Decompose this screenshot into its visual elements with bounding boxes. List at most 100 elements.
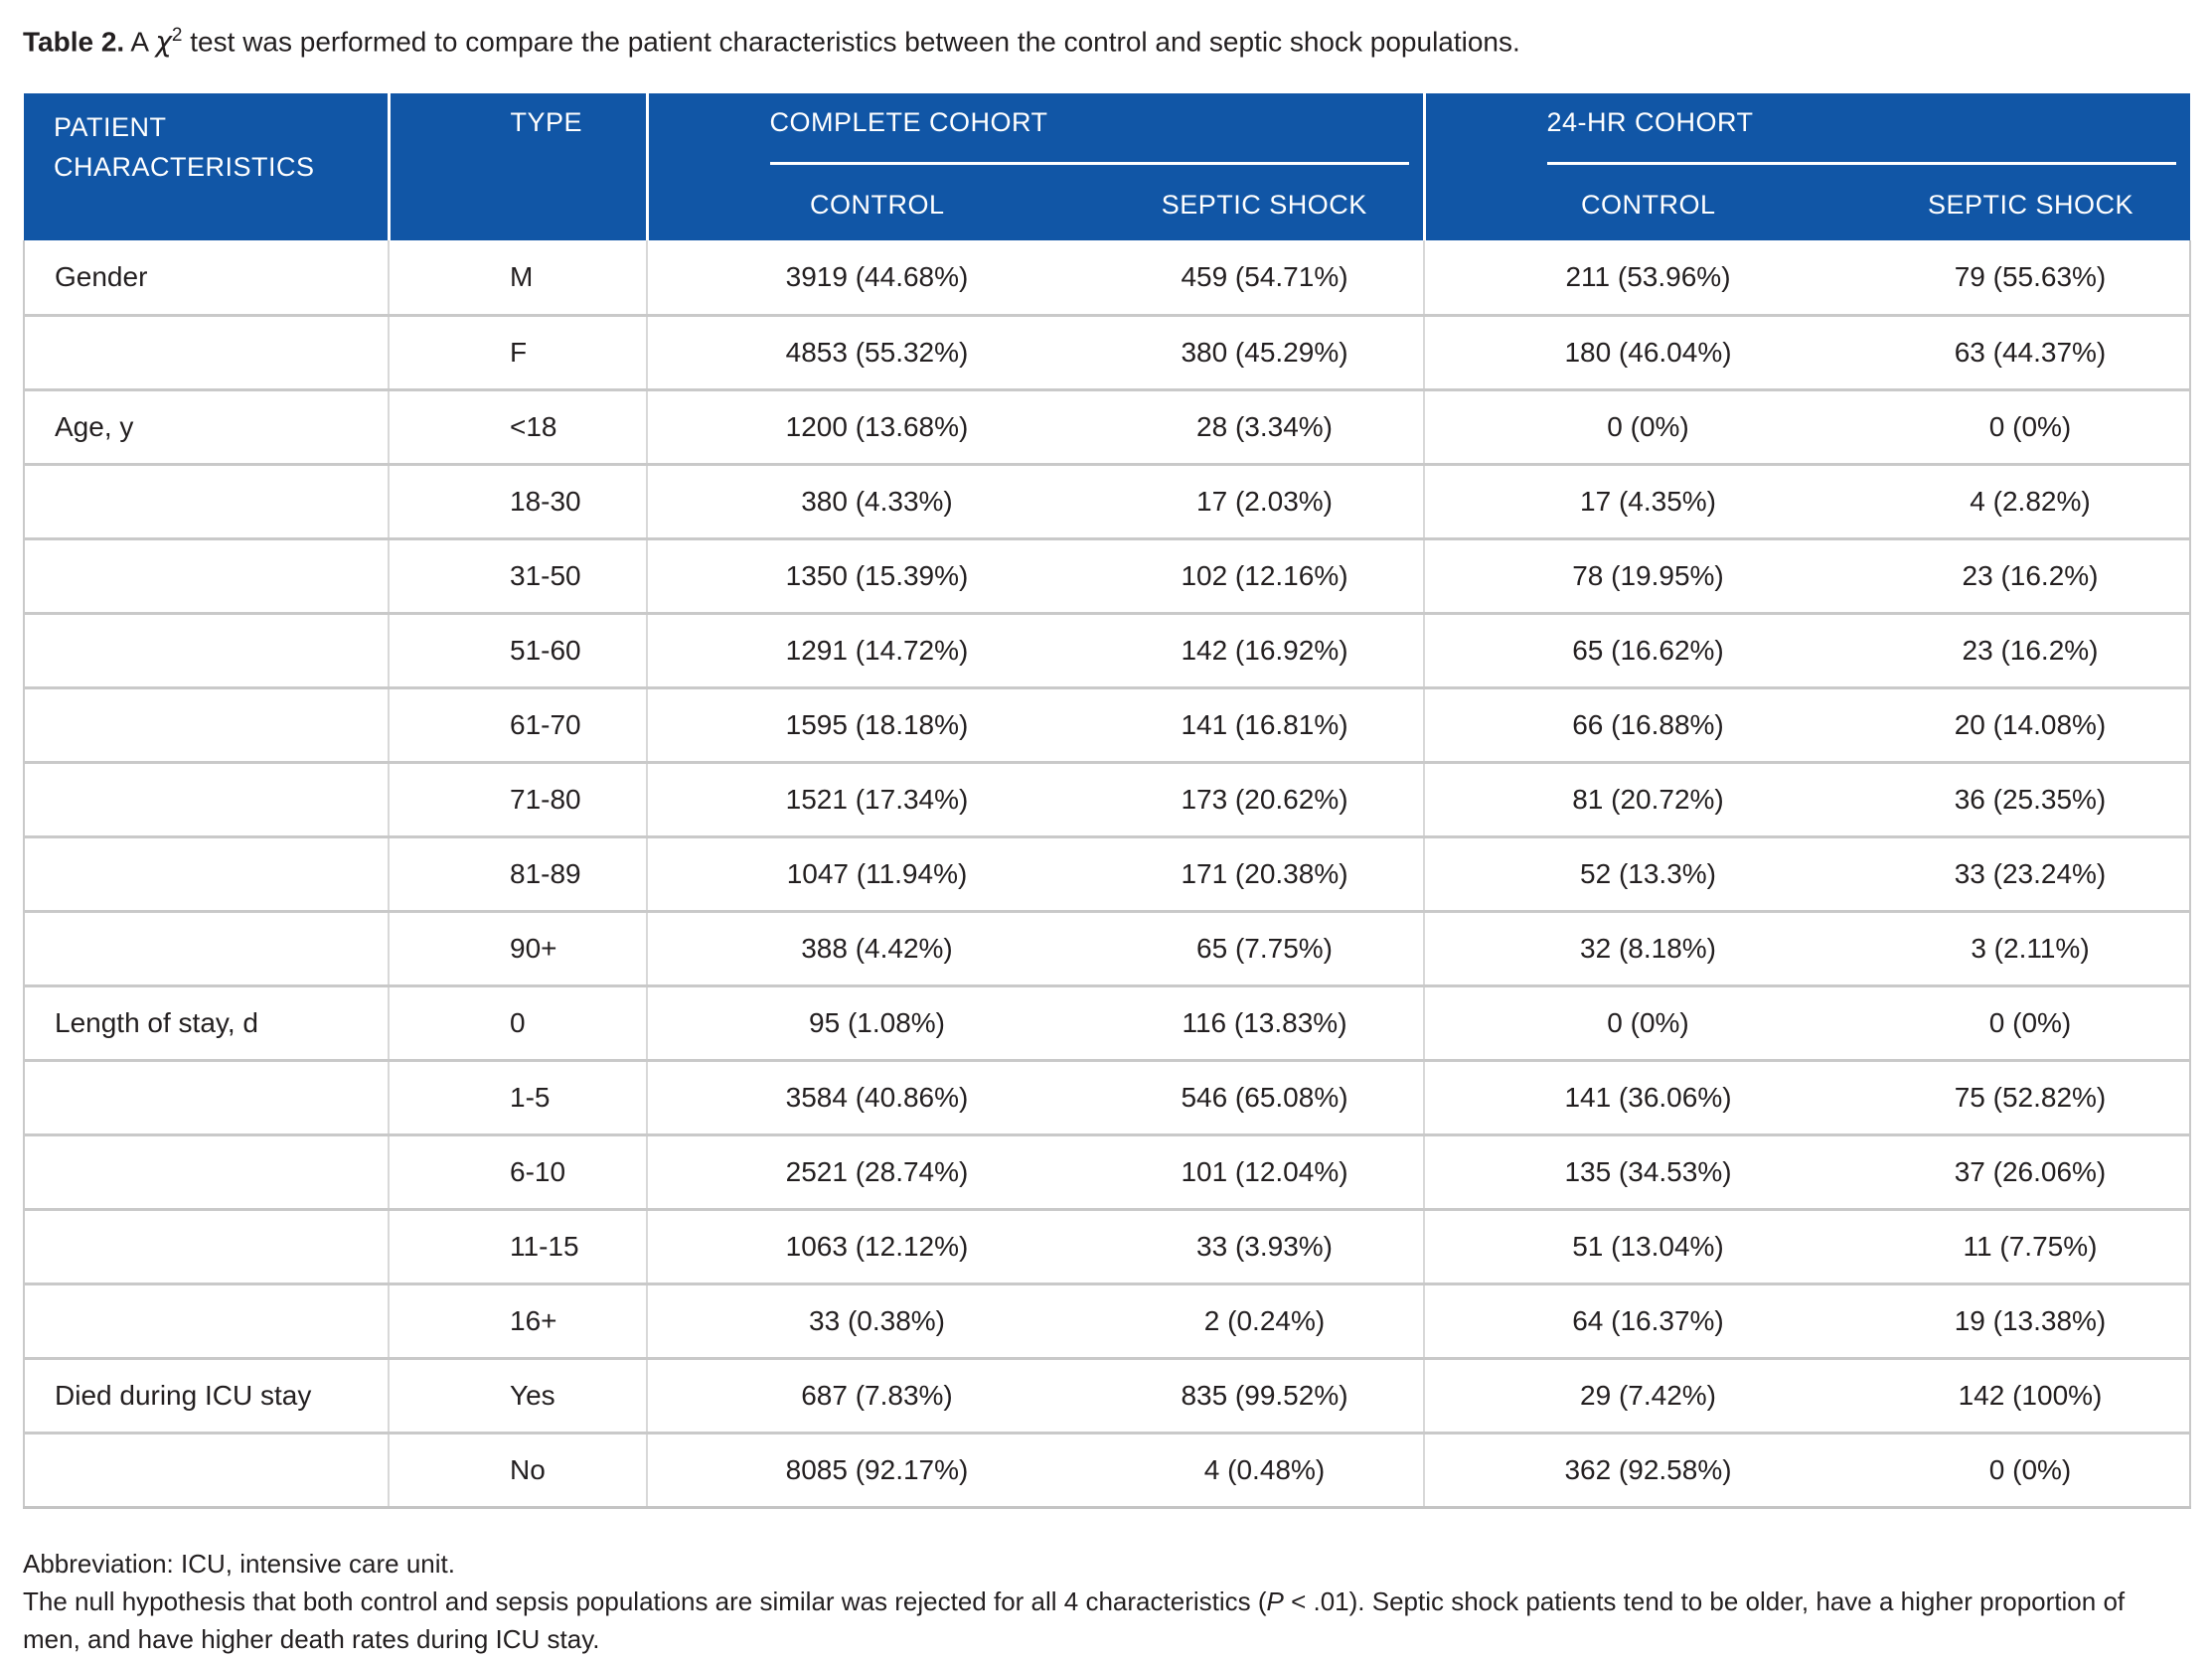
cell-24hr-control: 0 (0%)	[1424, 387, 1871, 465]
cell-24hr-septic: 0 (0%)	[1871, 983, 2191, 1061]
cell-24hr-control: 78 (19.95%)	[1424, 536, 1871, 614]
table-body: Gender M 3919 (44.68%) 459 (54.71%) 211 …	[23, 240, 2191, 1509]
cell-complete-control: 2521 (28.74%)	[647, 1132, 1106, 1210]
cell-24hr-septic: 79 (55.63%)	[1871, 240, 2191, 316]
cell-characteristic	[23, 834, 390, 912]
note-text-post: < .01). Septic shock patients tend to be…	[23, 1585, 2126, 1654]
cell-type: No	[389, 1431, 648, 1509]
table-row: 71-80 1521 (17.34%) 173 (20.62%) 81 (20.…	[23, 760, 2191, 837]
cell-characteristic	[23, 611, 390, 688]
cell-type: 31-50	[389, 536, 648, 614]
cell-24hr-septic: 3 (2.11%)	[1871, 909, 2191, 986]
cell-characteristic	[23, 1282, 390, 1359]
cell-characteristic	[23, 1058, 390, 1135]
cell-24hr-control: 32 (8.18%)	[1424, 909, 1871, 986]
cell-24hr-control: 180 (46.04%)	[1424, 313, 1871, 390]
table-header: PATIENT CHARACTERISTICS TYPE COMPLETE CO…	[24, 93, 2190, 241]
header-group-24hr-cohort: 24-HR COHORT	[1424, 93, 2190, 166]
cell-24hr-septic: 0 (0%)	[1871, 387, 2191, 465]
cell-24hr-control: 135 (34.53%)	[1424, 1132, 1871, 1210]
table-row: 11-15 1063 (12.12%) 33 (3.93%) 51 (13.04…	[23, 1207, 2191, 1284]
cell-complete-septic: 171 (20.38%)	[1106, 834, 1425, 912]
cell-characteristic	[23, 1132, 390, 1210]
cell-complete-control: 687 (7.83%)	[647, 1356, 1106, 1434]
cell-24hr-septic: 20 (14.08%)	[1871, 685, 2191, 763]
cell-complete-control: 1350 (15.39%)	[647, 536, 1106, 614]
cell-complete-septic: 17 (2.03%)	[1106, 462, 1425, 539]
cell-24hr-septic: 23 (16.2%)	[1871, 536, 2191, 614]
cell-24hr-septic: 37 (26.06%)	[1871, 1132, 2191, 1210]
header-group-24hr-cohort-label: 24-HR COHORT	[1546, 107, 1754, 138]
cell-complete-septic: 101 (12.04%)	[1106, 1132, 1425, 1210]
cell-complete-control: 1047 (11.94%)	[647, 834, 1106, 912]
cell-complete-control: 1291 (14.72%)	[647, 611, 1106, 688]
cell-characteristic	[23, 313, 390, 390]
patient-characteristics-table: PATIENT CHARACTERISTICS TYPE COMPLETE CO…	[23, 93, 2191, 1509]
cell-complete-control: 3584 (40.86%)	[647, 1058, 1106, 1135]
abbreviation-note: Abbreviation: ICU, intensive care unit.	[23, 1548, 455, 1579]
table-row: 81-89 1047 (11.94%) 171 (20.38%) 52 (13.…	[23, 834, 2191, 912]
table-row: Gender M 3919 (44.68%) 459 (54.71%) 211 …	[23, 240, 2191, 316]
cell-type: Yes	[389, 1356, 648, 1434]
cell-complete-control: 388 (4.42%)	[647, 909, 1106, 986]
table-row: F 4853 (55.32%) 380 (45.29%) 180 (46.04%…	[23, 313, 2191, 390]
header-group-complete-cohort: COMPLETE COHORT	[647, 93, 1426, 166]
cell-complete-control: 3919 (44.68%)	[647, 240, 1106, 316]
cell-24hr-control: 362 (92.58%)	[1424, 1431, 1871, 1509]
header-patient-characteristics-line1: PATIENT	[54, 112, 167, 143]
table-row: 18-30 380 (4.33%) 17 (2.03%) 17 (4.35%) …	[23, 462, 2191, 539]
cell-complete-control: 1595 (18.18%)	[647, 685, 1106, 763]
cell-24hr-septic: 142 (100%)	[1871, 1356, 2191, 1434]
cell-24hr-septic: 36 (25.35%)	[1871, 760, 2191, 837]
chi-superscript: 2	[171, 25, 183, 46]
cell-24hr-control: 29 (7.42%)	[1424, 1356, 1871, 1434]
cell-complete-septic: 380 (45.29%)	[1106, 313, 1425, 390]
cell-24hr-septic: 63 (44.37%)	[1871, 313, 2191, 390]
table-row: 16+ 33 (0.38%) 2 (0.24%) 64 (16.37%) 19 …	[23, 1282, 2191, 1359]
table-caption: Table 2. A χ2 test was performed to comp…	[23, 18, 2189, 60]
cell-complete-control: 95 (1.08%)	[647, 983, 1106, 1061]
cell-complete-septic: 141 (16.81%)	[1106, 685, 1425, 763]
p-value-symbol: P	[1266, 1585, 1284, 1616]
cell-characteristic	[23, 536, 390, 614]
cell-characteristic: Age, y	[23, 387, 390, 465]
cell-complete-septic: 835 (99.52%)	[1106, 1356, 1425, 1434]
note-text-pre: The null hypothesis that both control an…	[23, 1585, 1267, 1616]
cell-characteristic: Died during ICU stay	[23, 1356, 390, 1434]
cell-complete-septic: 173 (20.62%)	[1106, 760, 1425, 837]
header-patient-characteristics: PATIENT CHARACTERISTICS	[24, 93, 391, 241]
cell-complete-septic: 2 (0.24%)	[1106, 1282, 1425, 1359]
cell-complete-septic: 65 (7.75%)	[1106, 909, 1425, 986]
null-hypothesis-note: The null hypothesis that both control an…	[23, 1583, 2189, 1658]
24hr-cohort-spanner-rule	[1546, 162, 2176, 166]
cell-24hr-control: 65 (16.62%)	[1424, 611, 1871, 688]
cell-24hr-control: 66 (16.88%)	[1424, 685, 1871, 763]
cell-complete-control: 4853 (55.32%)	[647, 313, 1106, 390]
cell-characteristic	[23, 760, 390, 837]
table-row: 90+ 388 (4.42%) 65 (7.75%) 32 (8.18%) 3 …	[23, 909, 2191, 986]
cell-characteristic	[23, 1207, 390, 1284]
table-row: 51-60 1291 (14.72%) 142 (16.92%) 65 (16.…	[23, 611, 2191, 688]
cell-24hr-control: 52 (13.3%)	[1424, 834, 1871, 912]
table-row: 61-70 1595 (18.18%) 141 (16.81%) 66 (16.…	[23, 685, 2191, 763]
cell-type: 61-70	[389, 685, 648, 763]
cell-type: 81-89	[389, 834, 648, 912]
cell-24hr-control: 51 (13.04%)	[1424, 1207, 1871, 1284]
cell-24hr-septic: 11 (7.75%)	[1871, 1207, 2191, 1284]
table-row: Died during ICU stay Yes 687 (7.83%) 835…	[23, 1356, 2191, 1434]
cell-type: 90+	[389, 909, 648, 986]
cell-characteristic	[23, 1431, 390, 1509]
header-complete-septic-shock: SEPTIC SHOCK	[1106, 165, 1426, 241]
table-caption-label: Table 2.	[23, 26, 125, 58]
cell-24hr-septic: 23 (16.2%)	[1871, 611, 2191, 688]
cell-complete-control: 1063 (12.12%)	[647, 1207, 1106, 1284]
table-caption-text: test was performed to compare the patien…	[182, 26, 1520, 58]
table-row: Length of stay, d 0 95 (1.08%) 116 (13.8…	[23, 983, 2191, 1061]
cell-24hr-control: 64 (16.37%)	[1424, 1282, 1871, 1359]
cell-type: 6-10	[389, 1132, 648, 1210]
header-row-subcolumns: CONTROL SEPTIC SHOCK CONTROL SEPTIC SHOC…	[24, 165, 2190, 241]
cell-characteristic: Length of stay, d	[23, 983, 390, 1061]
cell-complete-septic: 102 (12.16%)	[1106, 536, 1425, 614]
cell-complete-control: 1200 (13.68%)	[647, 387, 1106, 465]
cell-type: 51-60	[389, 611, 648, 688]
